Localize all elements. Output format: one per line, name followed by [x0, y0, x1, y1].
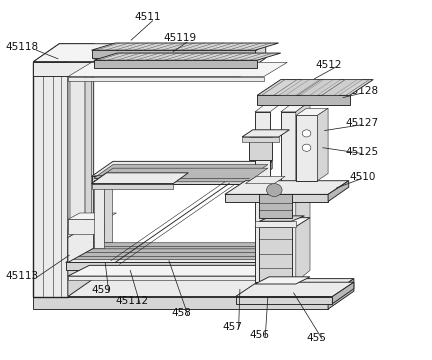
Polygon shape: [68, 249, 300, 260]
Polygon shape: [33, 44, 266, 62]
Text: 45118: 45118: [5, 42, 38, 52]
Polygon shape: [225, 194, 328, 202]
Polygon shape: [92, 161, 272, 176]
Circle shape: [302, 130, 311, 137]
Text: 45128: 45128: [346, 86, 379, 96]
Polygon shape: [33, 62, 68, 297]
Polygon shape: [33, 44, 94, 62]
Polygon shape: [279, 80, 320, 95]
Polygon shape: [259, 194, 292, 218]
Polygon shape: [235, 297, 332, 304]
Polygon shape: [332, 282, 354, 304]
Polygon shape: [33, 279, 354, 297]
Polygon shape: [318, 108, 328, 181]
Polygon shape: [68, 243, 300, 253]
Polygon shape: [94, 165, 268, 178]
Polygon shape: [94, 168, 268, 182]
Polygon shape: [259, 216, 305, 221]
Text: 4510: 4510: [349, 172, 376, 182]
Polygon shape: [70, 62, 85, 244]
Text: 459: 459: [91, 285, 111, 296]
Polygon shape: [68, 265, 305, 276]
Polygon shape: [68, 220, 105, 234]
Polygon shape: [33, 297, 328, 309]
Polygon shape: [235, 282, 354, 297]
Polygon shape: [245, 176, 285, 184]
Polygon shape: [296, 108, 328, 116]
Polygon shape: [225, 181, 349, 194]
Text: 456: 456: [249, 330, 269, 340]
Polygon shape: [281, 112, 296, 282]
Circle shape: [267, 184, 282, 197]
Polygon shape: [255, 221, 296, 226]
Polygon shape: [85, 60, 92, 230]
Polygon shape: [92, 173, 188, 184]
Polygon shape: [242, 137, 279, 142]
Polygon shape: [296, 116, 318, 181]
Polygon shape: [68, 216, 94, 237]
Polygon shape: [296, 101, 310, 282]
Polygon shape: [68, 223, 94, 262]
Polygon shape: [94, 184, 105, 248]
Text: 458: 458: [171, 309, 191, 318]
Polygon shape: [92, 50, 255, 58]
Text: 45113: 45113: [5, 271, 38, 281]
Polygon shape: [66, 262, 281, 270]
Polygon shape: [68, 77, 264, 81]
Polygon shape: [68, 44, 94, 297]
Polygon shape: [322, 80, 362, 95]
Text: 455: 455: [306, 333, 326, 343]
Text: 45112: 45112: [116, 296, 149, 306]
Polygon shape: [255, 277, 310, 284]
Text: 45119: 45119: [163, 33, 196, 43]
Circle shape: [302, 144, 311, 151]
Polygon shape: [255, 112, 270, 282]
Polygon shape: [92, 43, 279, 50]
Text: 45127: 45127: [346, 118, 379, 128]
Polygon shape: [33, 62, 240, 76]
Polygon shape: [66, 248, 305, 262]
Polygon shape: [242, 130, 289, 137]
Polygon shape: [300, 80, 341, 95]
Polygon shape: [257, 95, 349, 105]
Polygon shape: [94, 53, 281, 60]
Text: 4512: 4512: [316, 59, 342, 69]
Polygon shape: [255, 101, 284, 112]
Polygon shape: [281, 101, 310, 112]
Polygon shape: [281, 248, 305, 270]
Polygon shape: [68, 213, 117, 220]
Polygon shape: [259, 226, 292, 282]
Text: 45125: 45125: [346, 147, 379, 157]
Polygon shape: [240, 44, 266, 76]
Text: 4511: 4511: [134, 12, 161, 22]
Polygon shape: [105, 184, 112, 242]
Polygon shape: [248, 137, 272, 160]
Polygon shape: [68, 62, 287, 77]
Polygon shape: [94, 60, 257, 68]
Polygon shape: [251, 161, 272, 184]
Polygon shape: [68, 276, 283, 280]
Polygon shape: [255, 218, 310, 226]
Text: 457: 457: [222, 322, 242, 332]
Polygon shape: [328, 279, 354, 309]
Polygon shape: [92, 176, 251, 184]
Polygon shape: [92, 184, 173, 189]
Polygon shape: [328, 181, 349, 202]
Polygon shape: [257, 80, 373, 95]
